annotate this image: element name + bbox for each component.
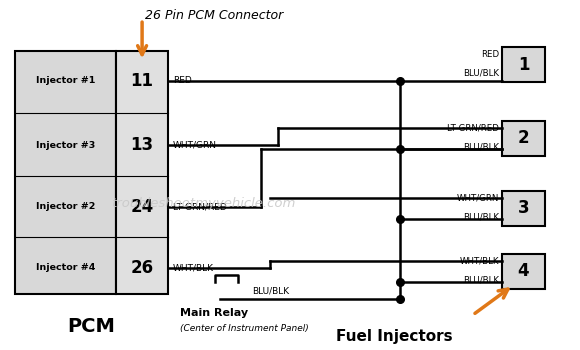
Text: WHT/GRN: WHT/GRN [173,141,217,150]
Bar [502,47,545,82]
Text: 13: 13 [130,136,154,154]
Bar [502,121,545,156]
Bar [502,191,545,226]
Bar [14,51,116,294]
Text: 24: 24 [130,197,154,216]
Text: troubleshootmyvehicle.com: troubleshootmyvehicle.com [111,196,295,210]
Text: Injector #3: Injector #3 [35,141,95,150]
Text: RED: RED [481,50,499,59]
Text: 26 Pin PCM Connector: 26 Pin PCM Connector [146,9,284,22]
Text: Injector #2: Injector #2 [35,202,95,211]
Text: BLU/BLK: BLU/BLK [463,142,499,152]
Text: BLU/BLK: BLU/BLK [463,69,499,78]
Text: Injector #1: Injector #1 [35,76,95,85]
Text: 3: 3 [517,199,530,217]
Text: Injector #4: Injector #4 [35,263,95,272]
Text: 1: 1 [518,56,529,74]
Text: Main Relay: Main Relay [180,308,248,318]
Text: LT GRN/RED: LT GRN/RED [173,202,227,211]
Text: 4: 4 [517,262,530,280]
Text: BLU/BLK: BLU/BLK [252,287,289,296]
Text: LT GRN/RED: LT GRN/RED [447,123,499,132]
Text: 26: 26 [130,259,154,277]
Text: BLU/BLK: BLU/BLK [463,212,499,222]
Text: (Center of Instrument Panel): (Center of Instrument Panel) [180,324,309,333]
Text: PCM: PCM [67,317,115,336]
Text: RED: RED [173,76,191,85]
Bar [502,254,545,289]
Text: Fuel Injectors: Fuel Injectors [336,329,453,344]
Text: WHT/BLK: WHT/BLK [173,263,214,272]
Text: BLU/BLK: BLU/BLK [463,275,499,285]
Text: WHT/BLK: WHT/BLK [459,256,499,265]
Bar [116,51,168,294]
Text: 11: 11 [130,71,154,90]
Text: 2: 2 [517,129,530,147]
Text: WHT/GRN: WHT/GRN [456,193,499,202]
